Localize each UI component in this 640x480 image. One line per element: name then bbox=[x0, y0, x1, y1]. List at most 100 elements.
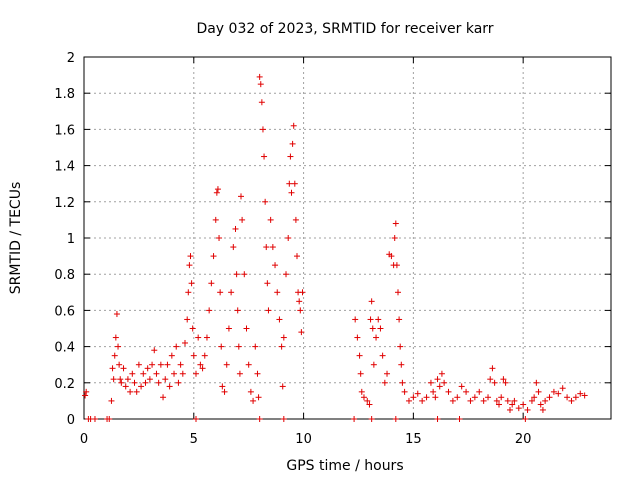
data-point bbox=[515, 405, 522, 412]
data-point bbox=[289, 140, 296, 147]
y-tick-label: 1.8 bbox=[54, 87, 75, 102]
data-point bbox=[188, 280, 195, 287]
data-point bbox=[283, 271, 290, 278]
data-point bbox=[233, 271, 240, 278]
y-tick-label: 0.2 bbox=[54, 377, 75, 392]
data-point bbox=[83, 388, 90, 395]
x-tick-label: 15 bbox=[405, 432, 422, 447]
data-point bbox=[206, 307, 213, 314]
data-point bbox=[239, 216, 246, 223]
data-point bbox=[449, 397, 456, 404]
data-point bbox=[264, 280, 271, 287]
data-point bbox=[388, 253, 395, 260]
data-point bbox=[185, 289, 192, 296]
data-point bbox=[524, 406, 531, 413]
data-point bbox=[384, 370, 391, 377]
data-point bbox=[395, 289, 402, 296]
data-point bbox=[476, 388, 483, 395]
data-point bbox=[358, 388, 365, 395]
data-points bbox=[82, 73, 588, 422]
data-point bbox=[436, 383, 443, 390]
data-point bbox=[236, 370, 243, 377]
data-point bbox=[164, 361, 171, 368]
data-point bbox=[162, 376, 169, 383]
y-tick-label: 1.4 bbox=[54, 160, 75, 175]
data-point bbox=[238, 193, 245, 200]
data-point bbox=[291, 180, 298, 187]
data-point bbox=[438, 370, 445, 377]
data-point bbox=[297, 307, 304, 314]
data-point bbox=[274, 289, 281, 296]
data-point bbox=[234, 307, 241, 314]
data-point bbox=[263, 244, 270, 251]
data-point bbox=[127, 388, 134, 395]
y-tick-label: 0.8 bbox=[54, 268, 75, 283]
data-point bbox=[405, 397, 412, 404]
x-tick-label: 20 bbox=[515, 432, 532, 447]
data-point bbox=[135, 361, 142, 368]
data-point bbox=[397, 343, 404, 350]
data-point bbox=[414, 390, 421, 397]
x-tick-label: 5 bbox=[190, 432, 198, 447]
y-tick-label: 1.6 bbox=[54, 123, 75, 138]
x-tick-label: 10 bbox=[295, 432, 312, 447]
data-point bbox=[542, 397, 549, 404]
data-point bbox=[445, 388, 452, 395]
data-point bbox=[232, 225, 239, 232]
data-point bbox=[467, 397, 474, 404]
data-point bbox=[491, 379, 498, 386]
data-point bbox=[252, 343, 259, 350]
data-point bbox=[157, 361, 164, 368]
data-point bbox=[166, 383, 173, 390]
data-point bbox=[190, 352, 197, 359]
data-point bbox=[489, 365, 496, 372]
data-point bbox=[82, 392, 89, 399]
data-point bbox=[511, 397, 518, 404]
data-point bbox=[471, 394, 478, 401]
data-point bbox=[430, 388, 437, 395]
data-point bbox=[456, 416, 463, 422]
data-point bbox=[245, 361, 252, 368]
data-point bbox=[210, 253, 217, 260]
data-point bbox=[288, 189, 295, 196]
data-point bbox=[212, 216, 219, 223]
data-point bbox=[370, 361, 377, 368]
data-point bbox=[280, 416, 287, 422]
data-point bbox=[109, 365, 116, 372]
data-point bbox=[454, 394, 461, 401]
data-point bbox=[392, 416, 399, 422]
data-point bbox=[485, 394, 492, 401]
data-point bbox=[116, 361, 123, 368]
data-point bbox=[91, 416, 98, 422]
data-point bbox=[393, 262, 400, 269]
data-point bbox=[255, 394, 262, 401]
data-point bbox=[367, 316, 374, 323]
data-point bbox=[189, 325, 196, 332]
y-tick-label: 1 bbox=[67, 232, 75, 247]
data-point bbox=[286, 180, 293, 187]
data-point bbox=[267, 216, 274, 223]
x-tick-label: 0 bbox=[80, 432, 88, 447]
data-point bbox=[559, 385, 566, 392]
data-point bbox=[368, 298, 375, 305]
data-point bbox=[258, 99, 265, 106]
data-point bbox=[144, 365, 151, 372]
data-point bbox=[392, 220, 399, 227]
data-point bbox=[177, 361, 184, 368]
data-point bbox=[434, 376, 441, 383]
y-axis: 0 0.2 0.4 0.6 0.8 1 1.2 1.4 1.6 1.8 2 bbox=[54, 51, 611, 428]
data-point bbox=[356, 352, 363, 359]
data-point bbox=[203, 334, 210, 341]
data-point bbox=[117, 376, 124, 383]
data-point bbox=[290, 122, 297, 129]
data-point bbox=[423, 394, 430, 401]
data-point bbox=[259, 126, 266, 133]
data-point bbox=[250, 397, 257, 404]
data-point bbox=[199, 365, 206, 372]
data-point bbox=[441, 379, 448, 386]
data-point bbox=[379, 352, 386, 359]
data-point bbox=[153, 370, 160, 377]
data-point bbox=[287, 153, 294, 160]
data-point bbox=[160, 394, 167, 401]
